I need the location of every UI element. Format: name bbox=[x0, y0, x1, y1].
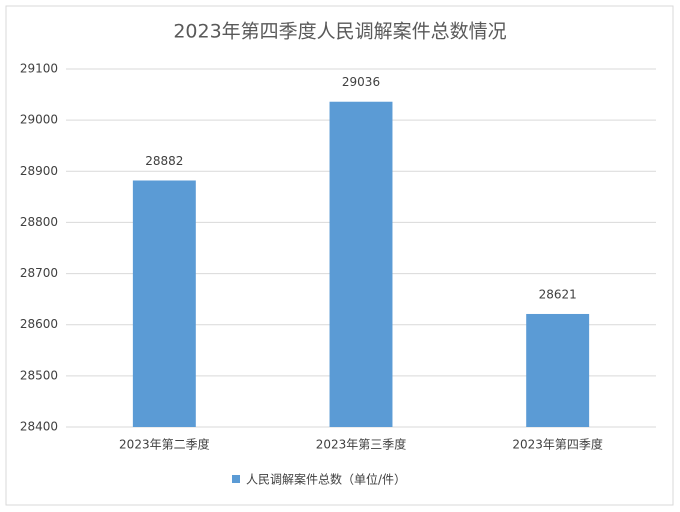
y-tick-label: 28900 bbox=[20, 164, 58, 178]
y-tick-label: 28500 bbox=[20, 368, 58, 382]
x-tick-label: 2023年第四季度 bbox=[512, 437, 603, 452]
y-tick-label: 28600 bbox=[20, 317, 58, 331]
bar bbox=[526, 313, 590, 427]
legend-swatch bbox=[232, 475, 240, 483]
data-label: 29036 bbox=[342, 75, 380, 89]
legend-label: 人民调解案件总数（单位/件） bbox=[246, 472, 406, 487]
chart-title: 2023年第四季度人民调解案件总数情况 bbox=[173, 21, 506, 43]
y-tick-label: 29100 bbox=[20, 62, 58, 76]
bar bbox=[132, 180, 196, 427]
y-tick-label: 28700 bbox=[20, 266, 58, 280]
x-tick-label: 2023年第三季度 bbox=[316, 437, 407, 452]
y-tick-label: 28400 bbox=[20, 420, 58, 434]
bar bbox=[329, 101, 393, 427]
x-tick-label: 2023年第二季度 bbox=[119, 437, 210, 452]
y-tick-label: 29000 bbox=[20, 113, 58, 127]
data-label: 28621 bbox=[539, 287, 577, 301]
data-label: 28882 bbox=[145, 154, 183, 168]
y-tick-label: 28800 bbox=[20, 215, 58, 229]
